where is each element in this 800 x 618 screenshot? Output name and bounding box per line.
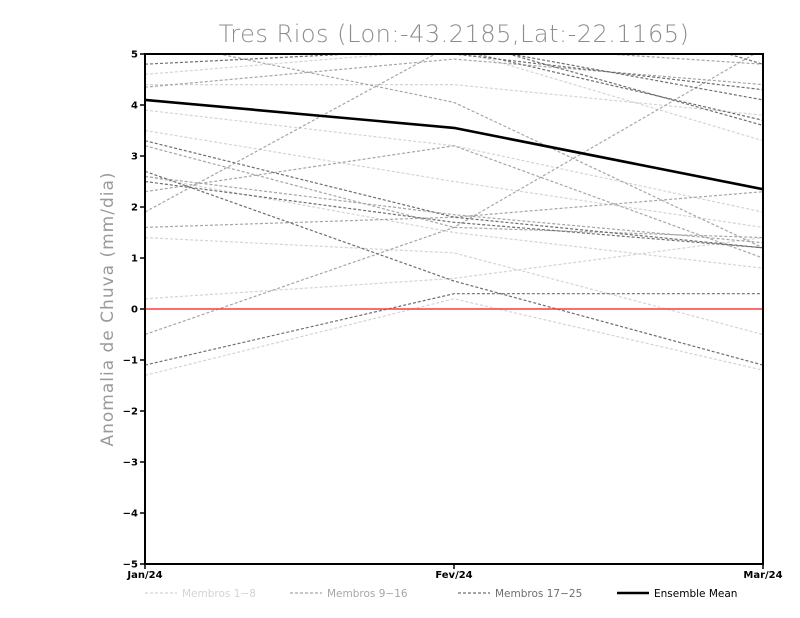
- y-axis-ticks: −5 −4 −3 −2 −1 0 1 2 3 4 5: [123, 50, 145, 571]
- chart-title: Tres Rios (Lon:-43.2185,Lat:-22.1165): [219, 20, 690, 48]
- legend-label: Membros 1−8: [182, 588, 256, 600]
- y-tick-label: −1: [123, 356, 138, 367]
- series-line-group1-member8: [145, 175, 763, 269]
- y-tick-label: −3: [123, 458, 138, 469]
- x-tick-label: Jan/24: [126, 570, 162, 581]
- series-line-group2-member7: [145, 191, 763, 228]
- legend-label: Membros 17−25: [495, 588, 582, 600]
- y-axis-label: Anomalia de Chuva (mm/dia): [98, 171, 118, 446]
- series-line-group2-member3: [145, 58, 763, 88]
- series-line-group2-member1: [145, 54, 763, 213]
- legend-label: Membros 9−16: [327, 588, 408, 600]
- series-line-group3-member2: [145, 140, 763, 249]
- series-line-group3-member1: [145, 170, 763, 366]
- series-layer: [145, 54, 763, 376]
- series-line-group3-member3: [145, 293, 763, 366]
- y-tick-label: 5: [131, 50, 138, 61]
- series-line-group2-member6: [145, 145, 763, 239]
- series-line-group2-member2: [145, 54, 756, 336]
- series-line-group3-member8: [145, 180, 763, 249]
- y-tick-label: 4: [131, 101, 138, 112]
- series-line-group1-member3: [145, 129, 763, 228]
- ensemble-mean-line: [145, 98, 763, 191]
- series-line-group1-member7: [145, 83, 763, 116]
- y-tick-label: 1: [131, 254, 138, 265]
- x-tick-label: Fev/24: [435, 570, 472, 581]
- series-line-group2-member4: [216, 54, 763, 249]
- series-line-group2-member5: [145, 175, 763, 244]
- x-tick-label: Mar/24: [743, 570, 782, 581]
- series-line-group3-member7: [145, 54, 763, 121]
- x-axis-ticks: Jan/24 Fev/24 Mar/24: [126, 564, 783, 581]
- y-tick-label: 0: [131, 305, 138, 316]
- legend-label: Ensemble Mean: [654, 588, 737, 600]
- y-tick-label: −2: [123, 407, 138, 418]
- y-tick-label: 3: [131, 152, 138, 163]
- series-line-group1-member4: [145, 237, 763, 336]
- y-tick-label: −5: [123, 560, 138, 571]
- series-line-group3-member9: [447, 54, 763, 91]
- series-line-group1-member5: [145, 237, 763, 300]
- series-line-group2-member8: [145, 145, 763, 259]
- legend: Membros 1−8 Membros 9−16 Membros 17−25 Ense…: [145, 588, 737, 600]
- series-line-group1-member6: [145, 298, 763, 376]
- y-tick-label: −4: [123, 509, 138, 520]
- y-tick-label: 2: [131, 203, 138, 214]
